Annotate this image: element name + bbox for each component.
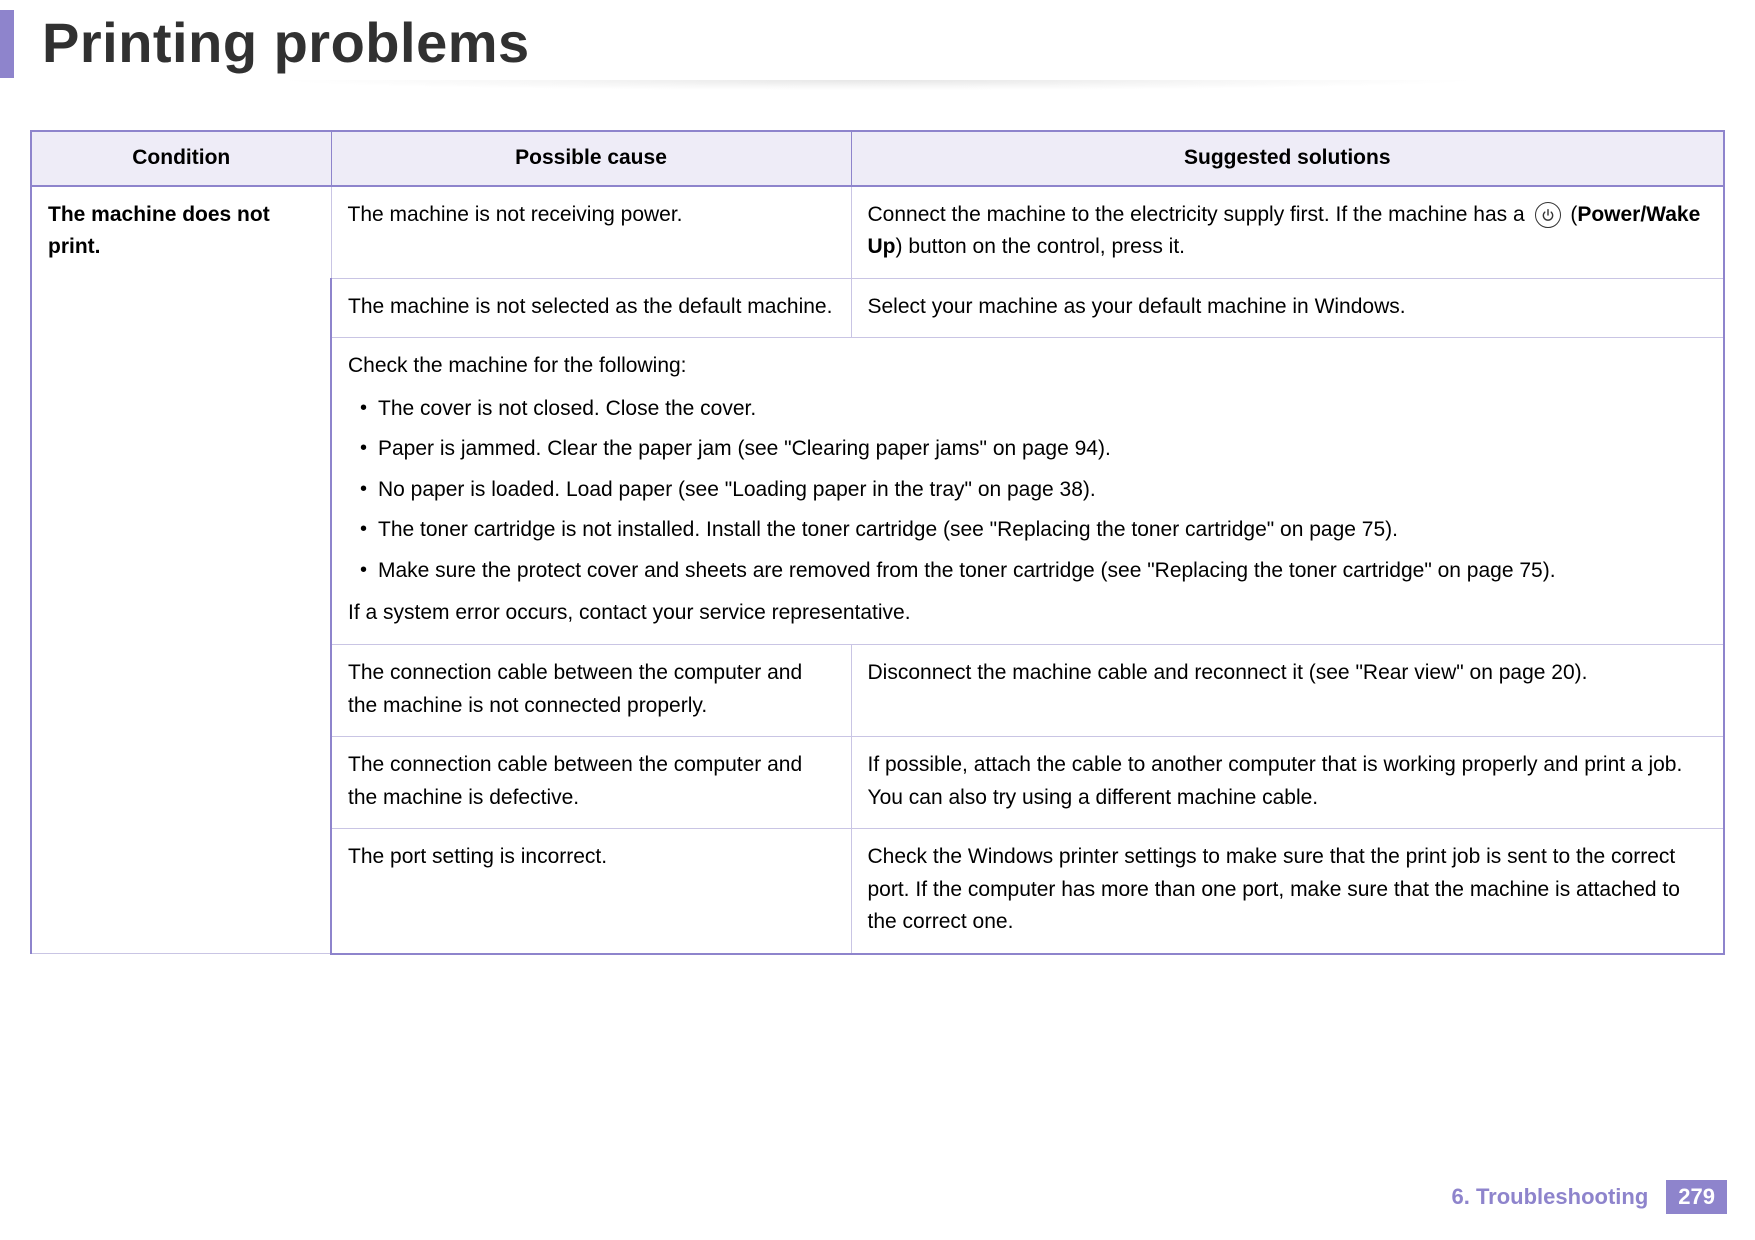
cause-cell: The machine is not selected as the defau… xyxy=(331,278,851,338)
col-header-solution: Suggested solutions xyxy=(851,131,1724,186)
table-row: The machine does not print. The machine … xyxy=(31,186,1724,279)
list-item: Make sure the protect cover and sheets a… xyxy=(348,551,1707,592)
cause-cell: The port setting is incorrect. xyxy=(331,829,851,954)
col-header-condition: Condition xyxy=(31,131,331,186)
checklist-intro: Check the machine for the following: xyxy=(348,350,1707,383)
cause-cell: The machine is not receiving power. xyxy=(331,186,851,279)
solution-text: Connect the machine to the electricity s… xyxy=(868,203,1531,226)
accent-bar xyxy=(0,10,14,78)
cause-cell: The connection cable between the compute… xyxy=(331,737,851,829)
solution-cell: Connect the machine to the electricity s… xyxy=(851,186,1724,279)
list-item: No paper is loaded. Load paper (see "Loa… xyxy=(348,470,1707,511)
footer-page-number: 279 xyxy=(1666,1180,1727,1214)
condition-cell: The machine does not print. xyxy=(31,186,331,954)
list-item: The cover is not closed. Close the cover… xyxy=(348,389,1707,430)
checklist: The cover is not closed. Close the cover… xyxy=(348,389,1707,592)
solution-cell: Check the Windows printer settings to ma… xyxy=(851,829,1724,954)
troubleshoot-table: Condition Possible cause Suggested solut… xyxy=(30,130,1725,955)
solution-cell: Disconnect the machine cable and reconne… xyxy=(851,645,1724,737)
power-icon xyxy=(1535,202,1561,228)
solution-cell: If possible, attach the cable to another… xyxy=(851,737,1724,829)
title-underline xyxy=(24,80,1731,90)
solution-text: ) button on the control, press it. xyxy=(896,235,1186,258)
col-header-cause: Possible cause xyxy=(331,131,851,186)
list-item: Paper is jammed. Clear the paper jam (se… xyxy=(348,429,1707,470)
solution-cell: Select your machine as your default mach… xyxy=(851,278,1724,338)
checklist-outro: If a system error occurs, contact your s… xyxy=(348,597,1707,630)
checklist-cell: Check the machine for the following: The… xyxy=(331,338,1724,645)
list-item: The toner cartridge is not installed. In… xyxy=(348,510,1707,551)
footer-chapter: 6. Troubleshooting xyxy=(1452,1184,1649,1210)
cause-cell: The connection cable between the compute… xyxy=(331,645,851,737)
page-footer: 6. Troubleshooting 279 xyxy=(1452,1180,1728,1214)
page-title: Printing problems xyxy=(42,10,530,75)
title-block: Printing problems xyxy=(0,0,1755,78)
content-area: Condition Possible cause Suggested solut… xyxy=(0,90,1755,955)
